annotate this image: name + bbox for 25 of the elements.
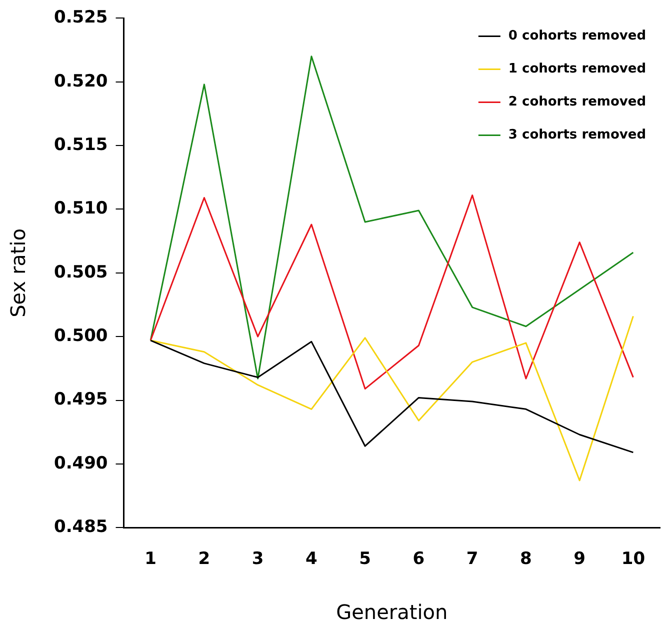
x-tick-label: 9 [574, 549, 586, 570]
legend-label: 0 cohorts removed [508, 28, 646, 44]
x-tick-label: 2 [198, 549, 210, 570]
x-tick-label: 7 [466, 549, 478, 570]
x-tick-label: 1 [144, 549, 157, 570]
legend-label: 2 cohorts removed [508, 94, 646, 110]
y-tick-label: 0.495 [54, 390, 108, 410]
legend-label: 1 cohorts removed [508, 62, 646, 77]
x-tick-label: 10 [621, 549, 646, 570]
y-axis-title: Sex ratio [6, 228, 30, 318]
y-tick-label: 0.515 [54, 134, 108, 155]
x-axis-title: Generation [336, 600, 448, 624]
x-tick-label: 6 [412, 549, 425, 570]
x-tick-label: 8 [520, 549, 532, 570]
y-tick-label: 0.485 [54, 517, 108, 538]
x-tick-label: 5 [359, 549, 371, 570]
x-tick-label: 4 [306, 549, 318, 570]
legend-label: 3 cohorts removed [508, 128, 646, 143]
y-tick-label: 0.505 [54, 262, 108, 282]
y-tick-label: 0.500 [54, 326, 108, 346]
y-tick-label: 0.525 [54, 8, 108, 28]
y-tick-label: 0.520 [54, 71, 108, 92]
y-tick-label: 0.490 [54, 453, 108, 474]
y-tick-label: 0.510 [54, 198, 108, 219]
x-tick-label: 3 [252, 549, 264, 570]
